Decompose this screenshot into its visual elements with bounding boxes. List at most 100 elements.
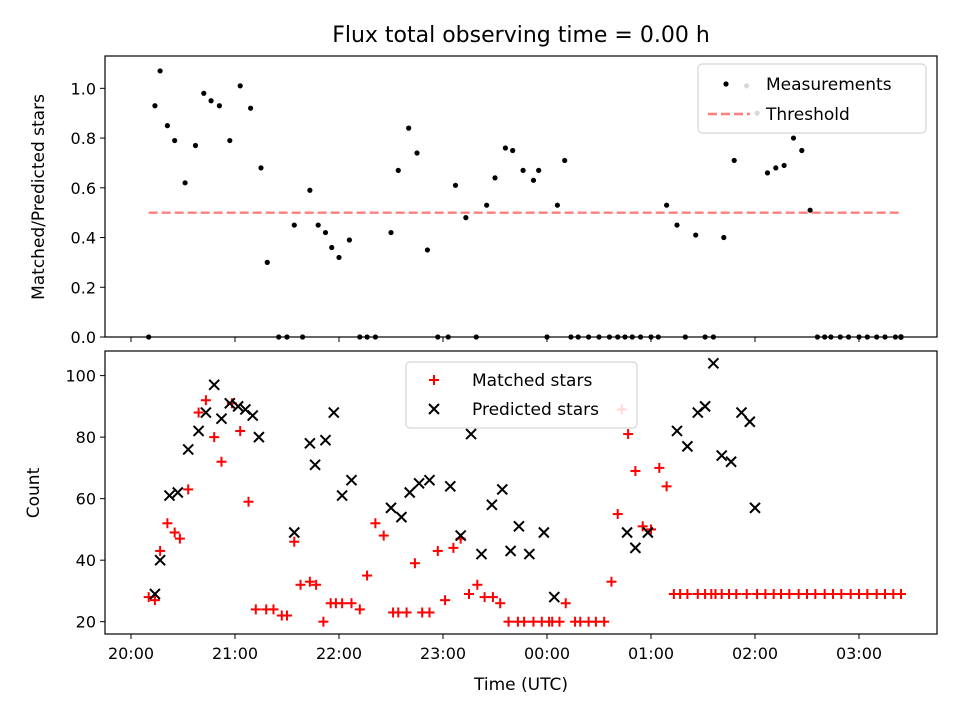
time-x-tick-label: 21:00 (212, 644, 258, 663)
measurement-point (357, 334, 363, 340)
measurement-point (216, 103, 222, 109)
predicted-star-stroke-b (413, 477, 425, 489)
matched-star-point (487, 592, 498, 603)
measurement-point (473, 334, 479, 340)
matched-star-point (409, 558, 420, 569)
ratio-panel: 0.0 0.2 0.4 0.6 0.8 1.0 Matched/Predicted sta… (29, 55, 938, 347)
measurement-point (693, 232, 699, 238)
measurement-point (291, 222, 297, 228)
matched-star-point (183, 484, 194, 495)
matched-star-point (637, 521, 648, 532)
measurement-point (264, 259, 270, 265)
matched-star-point (554, 616, 565, 627)
measurement-point (372, 334, 378, 340)
predicted-star-point (182, 443, 194, 456)
time-x-axis: 20:00 21:00 22:00 23:00 00:00 01:00 02:00 03:00 (108, 634, 882, 663)
matched-star-point (209, 432, 220, 443)
matched-star-point (503, 616, 514, 627)
predicted-star-point (538, 526, 550, 539)
legend-matched-label: Matched stars (472, 371, 592, 391)
predicted-star-point (735, 406, 748, 419)
measurement-point (682, 334, 688, 340)
measurement-point (882, 334, 888, 340)
predicted-star-stroke-b (749, 502, 761, 514)
matched-star-point (630, 465, 641, 476)
predicted-star-stroke-b (232, 400, 244, 413)
measurement-point (828, 334, 834, 340)
legend-measurement-marker (723, 81, 729, 87)
ratio-y-tick-label: 0.0 (71, 328, 96, 347)
measurement-point (284, 334, 290, 340)
predicted-star-stroke-b (304, 437, 316, 449)
time-x-tick-label: 23:00 (420, 644, 466, 663)
matched-star-point (193, 407, 204, 418)
measurement-point (452, 182, 459, 188)
predicted-star-point (725, 456, 737, 468)
matched-star-point (216, 456, 227, 467)
legend-threshold-label: Threshold (765, 105, 850, 125)
ratio-x-axis (130, 337, 860, 342)
matched-star-point (682, 589, 693, 600)
predicted-star-stroke-b (523, 548, 536, 560)
count-y-tick-label: 60 (76, 490, 96, 509)
measurement-point (435, 334, 441, 340)
predicted-star-stroke-b (336, 489, 348, 502)
matched-star-point (401, 607, 412, 618)
count-y-tick-label: 80 (76, 428, 96, 447)
predicted-star-point (454, 529, 467, 542)
predicted-star-point (413, 477, 425, 489)
matched-star-point (448, 542, 459, 553)
predicted-star-stroke-b (319, 434, 332, 446)
measurement-point (622, 334, 628, 340)
predicted-star-point (163, 489, 176, 502)
predicted-star-stroke-b (629, 542, 642, 554)
measurement-point (424, 247, 430, 253)
measurement-point (152, 103, 158, 109)
measurement-point (300, 334, 306, 340)
matched-star-point (424, 607, 435, 618)
measurement-point (346, 237, 352, 243)
matched-star-point (250, 604, 261, 615)
matched-star-point (200, 395, 211, 406)
ratio-legend-box (697, 63, 927, 134)
matched-star-point (440, 595, 451, 606)
measurement-point (315, 222, 321, 228)
measurement-point (258, 165, 264, 171)
matched-star-point (155, 545, 166, 556)
matched-star-point (519, 616, 530, 627)
measurement-point (502, 145, 508, 151)
predicted-star-point (642, 526, 654, 539)
predicted-star-point (523, 548, 536, 560)
measurement-point (182, 180, 188, 186)
matched-star-point (862, 589, 873, 600)
matched-star-point (243, 496, 254, 507)
predicted-star-stroke-b (538, 526, 550, 539)
measurement-point (544, 334, 550, 340)
matched-star-point (162, 518, 173, 529)
matched-star-point (836, 589, 847, 600)
predicted-star-point (319, 434, 332, 446)
predicted-star-point (309, 459, 321, 471)
matched-star-point (432, 545, 443, 556)
predicted-star-stroke-b (423, 474, 436, 486)
predicted-star-point (504, 545, 517, 557)
predicted-star-stroke-b (444, 480, 456, 493)
matched-star-point (295, 579, 306, 590)
count-y-axis-label: Count (24, 467, 44, 518)
predicted-star-point (328, 406, 340, 419)
predicted-star-point (224, 397, 236, 410)
predicted-star-point (749, 502, 761, 514)
matched-star-point (235, 425, 246, 436)
predicted-star-stroke-b (154, 554, 166, 566)
predicted-star-stroke-b (200, 406, 212, 419)
predicted-star-stroke-b (288, 526, 300, 539)
ratio-legend: Measurements Threshold (697, 63, 927, 134)
measurement-point (856, 334, 862, 340)
predicted-star-stroke-b (486, 499, 498, 511)
ratio-y-tick-label: 0.6 (71, 179, 96, 198)
measurement-point (192, 142, 199, 149)
predicted-star-point (548, 591, 560, 603)
matched-star-point (741, 589, 752, 600)
predicted-star-point (288, 526, 300, 539)
